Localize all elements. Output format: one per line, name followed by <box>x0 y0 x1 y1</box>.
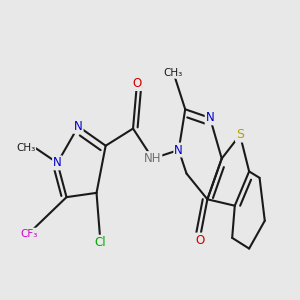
Text: S: S <box>236 128 244 142</box>
Text: N: N <box>206 111 214 124</box>
Text: N: N <box>174 143 183 157</box>
Text: Cl: Cl <box>94 236 106 249</box>
Text: CF₃: CF₃ <box>20 229 38 238</box>
Text: O: O <box>195 233 204 247</box>
Text: N: N <box>74 120 82 133</box>
Text: N: N <box>53 156 62 170</box>
Text: NH: NH <box>144 152 161 165</box>
Text: CH₃: CH₃ <box>164 68 183 78</box>
Text: O: O <box>132 77 142 90</box>
Text: CH₃: CH₃ <box>16 143 35 153</box>
